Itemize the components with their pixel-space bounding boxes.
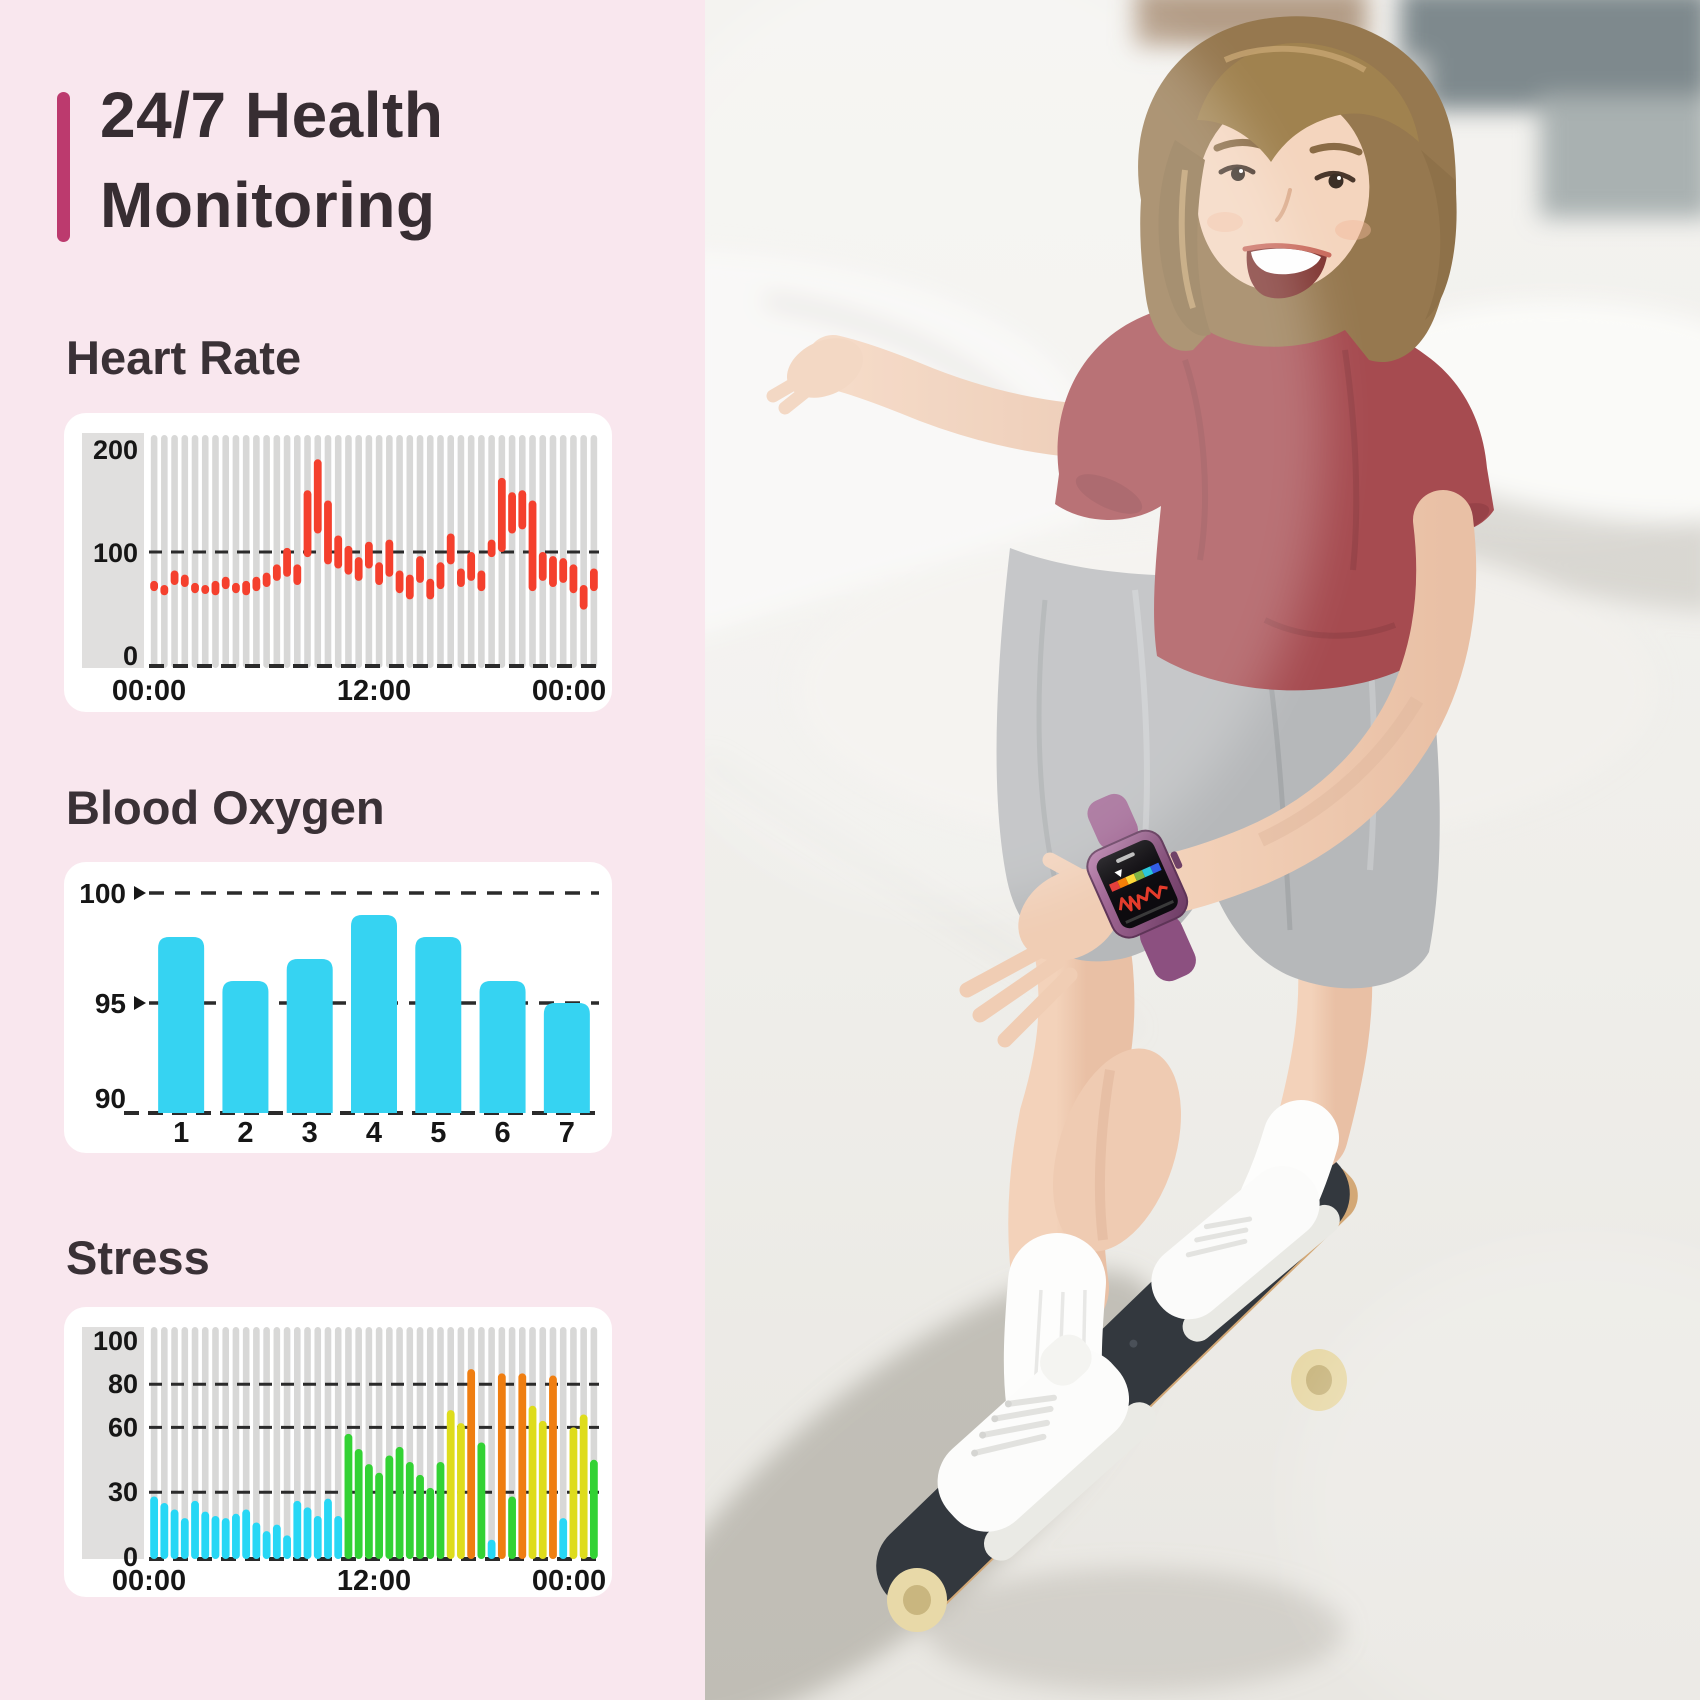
stress-chart-card: 100 80 60 30 0 00:00 12:00 00:00 (64, 1307, 612, 1597)
lifestyle-photo (705, 0, 1700, 1700)
blood-oxygen-chart-card: 1 2 3 4 5 6 7 100 95 90 (64, 862, 612, 1153)
front-sneaker (1151, 1166, 1340, 1342)
title-accent-bar (57, 92, 70, 242)
svg-text:200: 200 (93, 435, 138, 465)
svg-text:12:00: 12:00 (337, 1565, 411, 1597)
watch-screen-content (1109, 852, 1175, 924)
blood-oxygen-heading: Blood Oxygen (66, 781, 385, 834)
svg-text:0: 0 (123, 641, 138, 671)
svg-text:30: 30 (108, 1477, 138, 1507)
svg-text:12:00: 12:00 (337, 675, 411, 707)
girl-eye (1314, 171, 1356, 183)
svg-text:5: 5 (430, 1117, 446, 1149)
svg-text:60: 60 (108, 1412, 138, 1442)
girl-socks-shoes (937, 1100, 1340, 1561)
svg-text:100: 100 (79, 878, 126, 909)
svg-text:80: 80 (108, 1369, 138, 1399)
svg-text:00:00: 00:00 (532, 675, 606, 707)
blood-oxygen-chart: 1 2 3 4 5 6 7 100 95 90 (79, 878, 599, 1149)
svg-text:100: 100 (93, 538, 138, 568)
svg-text:7: 7 (559, 1117, 575, 1149)
svg-text:3: 3 (302, 1117, 318, 1149)
watch-band (1139, 915, 1196, 982)
girl-eyebrow (1309, 143, 1363, 156)
svg-text:00:00: 00:00 (112, 1565, 186, 1597)
svg-text:6: 6 (495, 1117, 511, 1149)
stress-heading: Stress (66, 1231, 210, 1284)
info-panel: 24/7 Health Monitoring Heart Rate 200 100… (0, 0, 705, 1700)
svg-text:90: 90 (95, 1083, 126, 1114)
heart-rate-chart-card: 200 100 0 00:00 12:00 00:00 (64, 413, 612, 712)
svg-text:4: 4 (366, 1117, 382, 1149)
page-title: 24/7 Health Monitoring (100, 79, 444, 241)
svg-text:2: 2 (237, 1117, 253, 1149)
svg-text:00:00: 00:00 (112, 675, 186, 707)
light-overlay (705, 0, 1700, 1700)
svg-text:0: 0 (123, 1542, 138, 1572)
back-sneaker (937, 1334, 1157, 1561)
heart-rate-heading: Heart Rate (66, 331, 302, 384)
svg-text:1: 1 (173, 1117, 189, 1149)
svg-text:00:00: 00:00 (532, 1565, 606, 1597)
heart-rate-chart: 200 100 0 00:00 12:00 00:00 (82, 433, 606, 707)
svg-text:100: 100 (93, 1326, 138, 1356)
svg-text:95: 95 (95, 988, 126, 1019)
